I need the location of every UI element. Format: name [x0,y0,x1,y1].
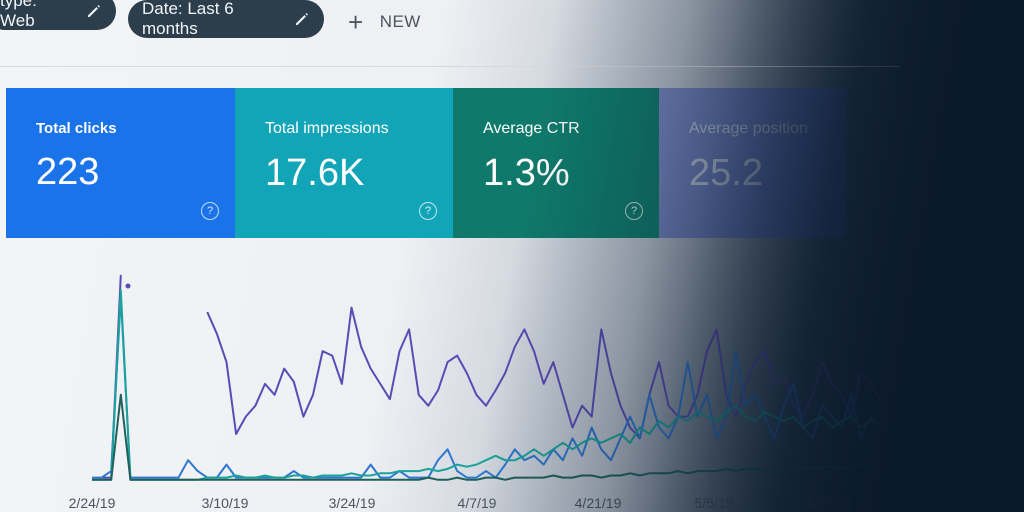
help-icon[interactable]: ? [419,202,437,220]
help-icon[interactable]: ? [201,202,219,220]
date-filter-chip[interactable]: Date: Last 6 months [128,0,324,38]
divider [0,66,900,67]
metric-cards: Total clicks 223 ? Total impressions 17.… [6,88,846,238]
help-icon[interactable]: ? [625,202,643,220]
x-tick-label: 5/19/19 [807,495,854,511]
metric-card-total-clicks[interactable]: Total clicks 223 ? [6,88,235,238]
metric-value: 1.3% [483,152,570,194]
metric-value: 25.2 [689,152,763,194]
metric-value: 223 [36,151,100,193]
new-filter-label: NEW [379,12,421,31]
x-tick-label: 3/10/19 [202,495,249,511]
metric-label: Average CTR [483,120,580,137]
edit-pencil-icon[interactable] [86,3,102,19]
performance-line-chart: 2/24/19 3/10/19 3/24/19 4/7/19 4/21/19 5/5/19… [69,274,881,511]
new-filter-button[interactable]: + NEW [348,8,421,36]
x-tick-label: 2/24/19 [69,495,116,511]
metric-label: Total impressions [265,120,389,137]
x-tick-label: 4/21/19 [575,495,622,511]
type-filter-label: type: Web [0,0,37,30]
filter-bar: type: Web Date: Last 6 months + NEW [0,0,1024,60]
plus-icon: + [348,7,364,37]
data-point [125,283,131,289]
series-line-2 [92,295,881,479]
metric-value: 17.6K [265,152,365,194]
type-filter-chip[interactable]: type: Web [0,0,116,30]
series-line-1 [101,274,881,479]
metric-label: Average position [689,120,808,137]
edit-pencil-icon[interactable] [294,11,310,27]
metric-card-average-ctr[interactable]: Average CTR 1.3% ? [453,88,659,238]
metric-card-average-position[interactable]: Average position 25.2 [659,88,846,238]
metric-card-total-impressions[interactable]: Total impressions 17.6K ? [235,88,453,238]
x-tick-label: 3/24/19 [329,495,376,511]
metric-label: Total clicks [36,120,117,137]
x-tick-label: 4/7/19 [458,495,497,511]
date-filter-label: Date: Last 6 months [142,0,234,38]
x-tick-label: 5/5/19 [695,495,734,511]
